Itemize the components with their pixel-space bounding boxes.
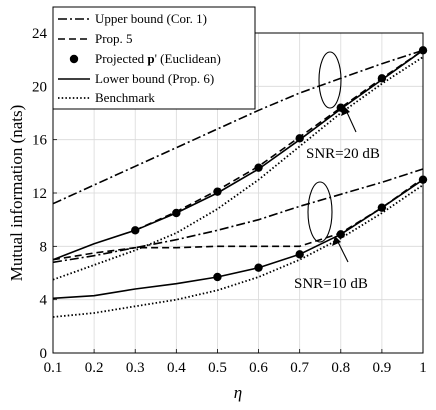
dashdot-line-snr-20-db (52, 49, 424, 205)
x-tick-label: 0.6 (249, 360, 268, 376)
x-tick-label: 0.8 (331, 360, 350, 376)
legend-label-projected: Projected p' (Euclidean) (95, 51, 221, 66)
x-tick-label: 0.5 (208, 360, 227, 376)
x-axis-title: η (234, 383, 242, 402)
projected-marker-snr-10-db (295, 250, 304, 259)
y-tick-label: 16 (32, 133, 48, 149)
series-lines (52, 49, 424, 318)
dashdot-line-snr-10-db (52, 168, 424, 264)
x-tick-label: 0.2 (85, 360, 104, 376)
legend: Upper bound (Cor. 1) Prop. 5 Projected p… (52, 6, 256, 110)
projected-marker-snr-20-db (295, 134, 304, 143)
legend-entry-lower-bound: Lower bound (Prop. 6) (58, 71, 214, 86)
y-tick-label: 24 (32, 26, 48, 42)
snr-10-arrow-head (332, 236, 341, 246)
legend-label-lower-bound: Lower bound (Prop. 6) (95, 71, 214, 86)
projected-marker-snr-20-db (213, 187, 222, 196)
legend-entry-benchmark: Benchmark (58, 90, 155, 105)
dashed-line-snr-10-db (52, 177, 424, 261)
snr-20-ellipse (318, 51, 342, 109)
y-tick-label: 20 (32, 79, 47, 95)
legend-label-upper-bound: Upper bound (Cor. 1) (95, 11, 207, 26)
y-tick-label: 0 (40, 346, 48, 362)
legend-label-benchmark: Benchmark (95, 90, 155, 105)
x-tick-label: 0.4 (167, 360, 186, 376)
axes: η Mutual information (nats) 0.1 0.2 0.3 0.4… (7, 26, 427, 402)
projected-marker-snr-10-db (377, 203, 387, 212)
legend-box (52, 6, 256, 110)
dotted-line-snr-20-db (52, 56, 424, 281)
annotations: SNR=20 dB SNR=10 dB (294, 51, 380, 292)
x-tick-label: 0.3 (126, 360, 145, 376)
projected-marker-snr-10-db (336, 230, 345, 239)
projected-marker-snr-20-db (131, 226, 140, 235)
solid-line-snr-10-db (52, 179, 424, 300)
projected-marker-snr-20-db (377, 74, 387, 83)
solid-line-snr-20-db (52, 49, 424, 261)
x-tick-label: 1 (419, 360, 427, 376)
projected-marker-snr-10-db (213, 272, 222, 282)
x-tick-label: 0.7 (290, 360, 309, 376)
legend-swatch-marker (69, 54, 79, 64)
snr-10-ellipse (307, 181, 333, 243)
projected-marker-snr-10-db (254, 263, 263, 272)
legend-label-prop-5: Prop. 5 (95, 31, 133, 46)
projected-marker-snr-20-db (254, 163, 263, 172)
snr-20-arrow-head (341, 106, 350, 116)
x-tick-label: 0.1 (44, 360, 63, 376)
x-tick-label: 0.9 (373, 360, 392, 376)
legend-entry-upper-bound: Upper bound (Cor. 1) (58, 11, 207, 26)
y-axis-title: Mutual information (nats) (7, 105, 26, 282)
projected-marker-snr-20-db (172, 208, 181, 218)
snr-10-label: SNR=10 dB (294, 276, 368, 292)
legend-entry-projected: Projected p' (Euclidean) (69, 51, 221, 66)
y-tick-label: 12 (32, 186, 47, 202)
y-tick-label: 4 (40, 293, 48, 309)
snr-20-label: SNR=20 dB (306, 146, 380, 162)
legend-entry-prop-5: Prop. 5 (58, 31, 133, 46)
y-tick-label: 8 (40, 239, 48, 255)
